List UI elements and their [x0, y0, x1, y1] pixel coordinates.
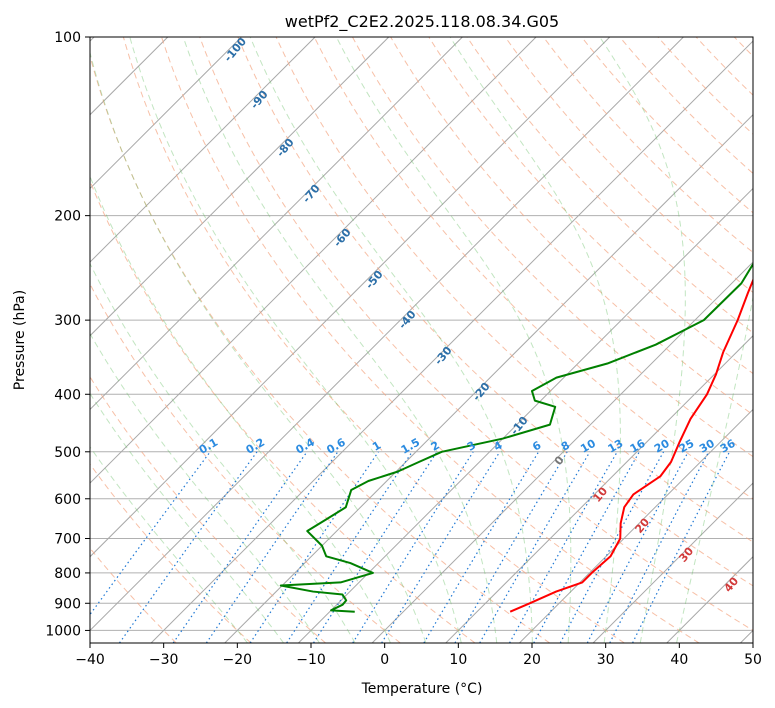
y-tick-label: 600: [54, 492, 81, 508]
x-tick-label: 40: [670, 652, 688, 668]
mixing-ratio-line: [423, 451, 540, 643]
profile-series-line: [509, 277, 753, 613]
moist-adiabat-line: [449, 37, 621, 643]
x-axis: −40 −30 −20 −10 0 10 20 30 40 50: [75, 643, 762, 668]
y-axis: 100 200 300 400 500 600 700 800 900 1000: [45, 30, 90, 639]
isotherm-line: [150, 40, 753, 643]
y-tick-label: 500: [54, 445, 81, 461]
dry-adiabat-line: [90, 53, 550, 643]
y-tick-label: 800: [54, 566, 81, 582]
mixing-ratio-line: [286, 451, 413, 643]
y-tick-label: 100: [54, 30, 81, 46]
isotherm-line: [90, 37, 537, 484]
moist-adiabat-line: [90, 332, 320, 643]
moist-adiabat-line: [335, 37, 572, 643]
dry-adiabat-line: [504, 37, 753, 294]
dry-adiabat-line: [237, 37, 753, 587]
y-tick-label: 900: [54, 596, 81, 612]
profile-lines: [279, 262, 753, 613]
mixing-ratio-line: [559, 451, 665, 643]
isotherm-line: [519, 408, 753, 643]
x-tick-label: −40: [75, 652, 105, 668]
y-tick-label: 300: [54, 313, 81, 329]
isotherm-line: [90, 37, 684, 632]
isotherm-line: [90, 37, 463, 411]
moist-adiabat-line: [90, 392, 285, 643]
mixing-ratio-line: [586, 451, 689, 643]
x-tick-label: −20: [223, 652, 253, 668]
mixing-ratio-line: [205, 451, 339, 643]
x-axis-label: Temperature (°C): [361, 681, 483, 697]
x-tick-label: 10: [449, 652, 467, 668]
dry-adiabat-line: [122, 37, 625, 643]
isotherm-line: [371, 261, 753, 643]
y-tick-label: 200: [54, 209, 81, 225]
mixing-ratio-line: [381, 451, 501, 643]
dry-adiabat-line: [313, 37, 753, 500]
dry-adiabat-line: [161, 37, 700, 643]
y-tick-label: 400: [54, 387, 81, 403]
chart-title: wetPf2_C2E2.2025.118.08.34.G05: [285, 12, 559, 32]
dry-adiabat-line: [199, 37, 753, 632]
moist-adiabat-line: [90, 446, 248, 643]
y-tick-label: 1000: [45, 623, 81, 639]
y-axis-label: Pressure (hPa): [12, 290, 28, 390]
moist-adiabat-line: [90, 262, 356, 643]
x-tick-label: 30: [597, 652, 615, 668]
isotherm-line: [224, 114, 753, 643]
isotherm-line: [90, 37, 316, 263]
isotherm-line: [445, 335, 753, 643]
profile-series-line: [279, 262, 753, 613]
isotherm-line: [90, 37, 242, 190]
x-tick-label: 0: [380, 652, 389, 668]
moist-adiabat-line: [129, 37, 462, 643]
mixing-ratio-line: [352, 451, 474, 643]
moist-adiabat-line: [676, 294, 753, 643]
moist-adiabat-line: [249, 37, 533, 643]
plot-frame: [89, 36, 754, 644]
x-tick-label: −30: [149, 652, 179, 668]
moist-adiabat-line: [90, 50, 427, 643]
isotherm-line: [90, 37, 611, 558]
mixing-ratio-line: [172, 451, 308, 643]
background-lines: [90, 37, 753, 643]
dry-adiabat-line: [90, 463, 252, 643]
mixing-ratio-line: [454, 451, 568, 643]
isotherm-line: [298, 187, 753, 643]
moist-adiabat-line: [599, 37, 686, 643]
moist-adiabat-line: [90, 175, 391, 643]
mixing-ratio-line: [312, 451, 438, 643]
x-tick-label: 50: [744, 652, 762, 668]
x-tick-label: −10: [296, 652, 326, 668]
dry-adiabat-line: [275, 37, 753, 543]
y-tick-label: 700: [54, 532, 81, 548]
isotherm-line: [592, 482, 753, 643]
moist-adiabat-line: [182, 37, 498, 643]
mixing-ratio-line: [249, 451, 379, 643]
x-tick-label: 20: [523, 652, 541, 668]
